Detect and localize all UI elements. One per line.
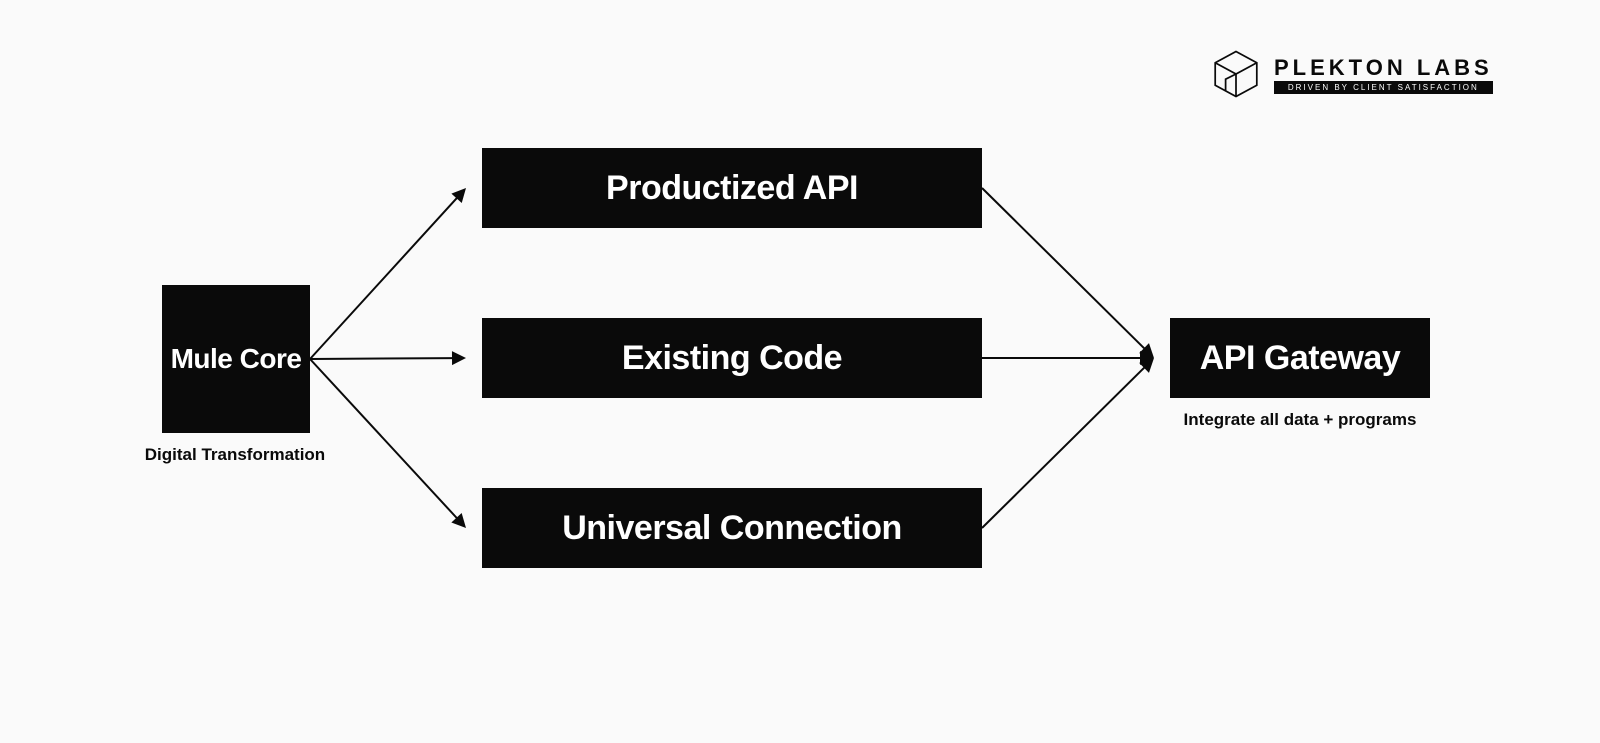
logo-tagline: DRIVEN BY CLIENT SATISFACTION <box>1274 81 1493 94</box>
cube-icon <box>1210 48 1262 100</box>
logo-text: PLEKTON LABS DRIVEN BY CLIENT SATISFACTI… <box>1274 55 1493 94</box>
node-existing-code: Existing Code <box>482 318 982 398</box>
caption-api-gateway: Integrate all data + programs <box>1155 410 1445 430</box>
node-universal-connection: Universal Connection <box>482 488 982 568</box>
node-label: API Gateway <box>1200 339 1400 378</box>
node-label: Existing Code <box>622 339 842 378</box>
node-label: Mule Core <box>171 343 302 375</box>
logo-name: PLEKTON LABS <box>1274 55 1493 81</box>
diagram-canvas: PLEKTON LABS DRIVEN BY CLIENT SATISFACTI… <box>0 0 1600 743</box>
node-productized-api: Productized API <box>482 148 982 228</box>
node-mule-core: Mule Core <box>162 285 310 433</box>
node-label: Universal Connection <box>562 509 902 548</box>
logo: PLEKTON LABS DRIVEN BY CLIENT SATISFACTI… <box>1210 48 1493 100</box>
node-label: Productized API <box>606 169 858 208</box>
node-api-gateway: API Gateway <box>1170 318 1430 398</box>
caption-mule-core: Digital Transformation <box>130 445 340 465</box>
